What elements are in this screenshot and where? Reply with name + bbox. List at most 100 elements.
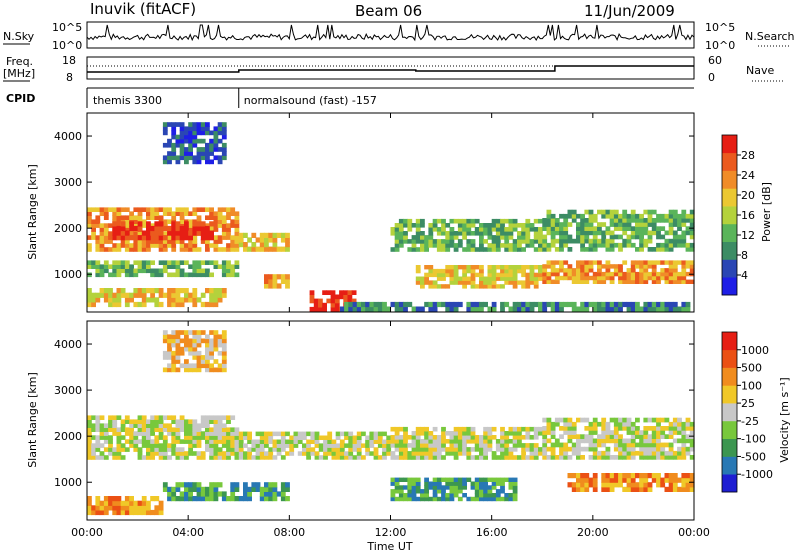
- heatmap-cell-0: [95, 419, 101, 424]
- heatmap-cell-1: [146, 230, 151, 236]
- heatmap-cell-1: [129, 221, 134, 227]
- heatmap-cell-0: [137, 215, 143, 220]
- heatmap-cell-1: [120, 221, 126, 227]
- heatmap-cell-0: [209, 455, 214, 460]
- heatmap-cell-4: [382, 431, 387, 437]
- heatmap-cell-1: [196, 355, 202, 360]
- heatmap-cell-6: [495, 477, 501, 482]
- heatmap-cell-2: [184, 260, 189, 265]
- heatmap-cell-11: [584, 238, 590, 244]
- heatmap-cell-7: [605, 426, 611, 431]
- heatmap-cell-6: [512, 489, 518, 494]
- heatmap-cell-0: [226, 427, 231, 432]
- heatmap-cell-8: [681, 477, 687, 483]
- heatmap-cell-4: [205, 159, 210, 165]
- heatmap-cell-8: [656, 477, 661, 483]
- heatmap-cell-4: [323, 451, 328, 456]
- heatmap-cell-2: [112, 260, 118, 265]
- heatmap-cell-11: [622, 218, 628, 223]
- heatmap-cell-4: [192, 130, 198, 136]
- heatmap-cell-10: [533, 284, 539, 289]
- heatmap-cell-9: [466, 243, 472, 248]
- heatmap-cell-5: [255, 246, 261, 252]
- colorbar-block: [722, 241, 737, 260]
- heatmap-cell-7: [626, 430, 632, 435]
- heatmap-cell-0: [95, 435, 101, 440]
- heatmap-cell-0: [103, 447, 109, 452]
- heatmap-cell-8: [651, 473, 657, 479]
- heatmap-cell-12: [554, 260, 560, 265]
- heatmap-cell-1: [179, 346, 185, 352]
- heatmap-cell-0: [205, 431, 210, 436]
- heatmap-cell-1: [171, 359, 177, 364]
- heatmap-cell-4: [285, 431, 290, 437]
- colorbar-tick-label: 100: [741, 379, 762, 392]
- heatmap-cell-8: [449, 306, 455, 312]
- heatmap-cell-8: [677, 477, 682, 483]
- heatmap-cell-2: [129, 264, 134, 269]
- heatmap-cell-11: [668, 222, 674, 227]
- heatmap-cell-11: [609, 222, 615, 227]
- heatmap-cell-4: [179, 130, 185, 136]
- heatmap-cell-1: [171, 330, 177, 335]
- heatmap-cell-6: [432, 485, 438, 490]
- heatmap-cell-8: [470, 301, 476, 308]
- heatmap-cell-10: [525, 276, 531, 281]
- heatmap-cell-9: [462, 231, 467, 236]
- nsky-tick-high: 10^5: [52, 21, 82, 34]
- heatmap-cell-5: [264, 232, 269, 238]
- heatmap-cell-12: [660, 268, 666, 273]
- heatmap-cell-1: [196, 350, 202, 356]
- heatmap-cell-7: [588, 426, 594, 431]
- heatmap-cell-12: [546, 260, 552, 265]
- heatmap-cell-1: [116, 235, 122, 241]
- heatmap-cell-12: [563, 260, 569, 265]
- heatmap-cell-12: [576, 279, 581, 284]
- colorbar-tick-label: -1000: [741, 468, 773, 481]
- heatmap-cell-4: [289, 443, 295, 448]
- heatmap-cell-4: [162, 155, 168, 161]
- heatmap-cell-4: [339, 443, 345, 448]
- heatmap-cell-5: [483, 431, 488, 436]
- heatmap-cell-9: [533, 227, 539, 232]
- heatmap-cell-0: [108, 207, 113, 212]
- heatmap-cell-8: [609, 486, 615, 492]
- heatmap-cell-9: [420, 218, 425, 224]
- heatmap-cell-7: [550, 442, 556, 448]
- heatmap-cell-1: [213, 334, 219, 340]
- heatmap-cell-6: [424, 496, 429, 502]
- heatmap-cell-3: [243, 491, 248, 497]
- heatmap-cell-3: [120, 292, 126, 298]
- heatmap-cell-3: [116, 292, 122, 298]
- heatmap-cell-5: [415, 455, 421, 460]
- heatmap-cell-5: [500, 426, 505, 432]
- heatmap-cell-5: [436, 439, 442, 444]
- heatmap-cell-8: [639, 473, 644, 479]
- heatmap-cell-9: [407, 247, 413, 252]
- heatmap-cell-0: [124, 247, 130, 252]
- heatmap-cell-9: [428, 223, 434, 228]
- heatmap-cell-0: [188, 435, 193, 440]
- heatmap-cell-7: [347, 290, 353, 295]
- heatmap-cell-6: [470, 485, 476, 490]
- heatmap-cell-9: [407, 223, 413, 228]
- heatmap-cell-3: [158, 301, 164, 308]
- heatmap-cell-0: [108, 419, 113, 424]
- heatmap-cell-6: [390, 481, 396, 486]
- heatmap-cell-7: [309, 298, 315, 304]
- heatmap-cell-8: [550, 306, 556, 312]
- heatmap-cell-9: [436, 231, 442, 236]
- heatmap-cell-0: [167, 443, 172, 448]
- heatmap-cell-12: [664, 260, 670, 265]
- heatmap-cell-11: [626, 238, 632, 244]
- heatmap-cell-10: [420, 280, 425, 285]
- heatmap-cell-6: [457, 481, 463, 486]
- heatmap-cell-11: [639, 213, 644, 219]
- heatmap-cell-0: [95, 443, 101, 448]
- heatmap-cell-5: [462, 451, 467, 456]
- heatmap-cell-8: [369, 301, 375, 308]
- heatmap-cell-2: [150, 260, 155, 265]
- heatmap-cell-9: [424, 247, 429, 252]
- heatmap-cell-8: [635, 301, 640, 308]
- heatmap-cell-5: [420, 431, 425, 436]
